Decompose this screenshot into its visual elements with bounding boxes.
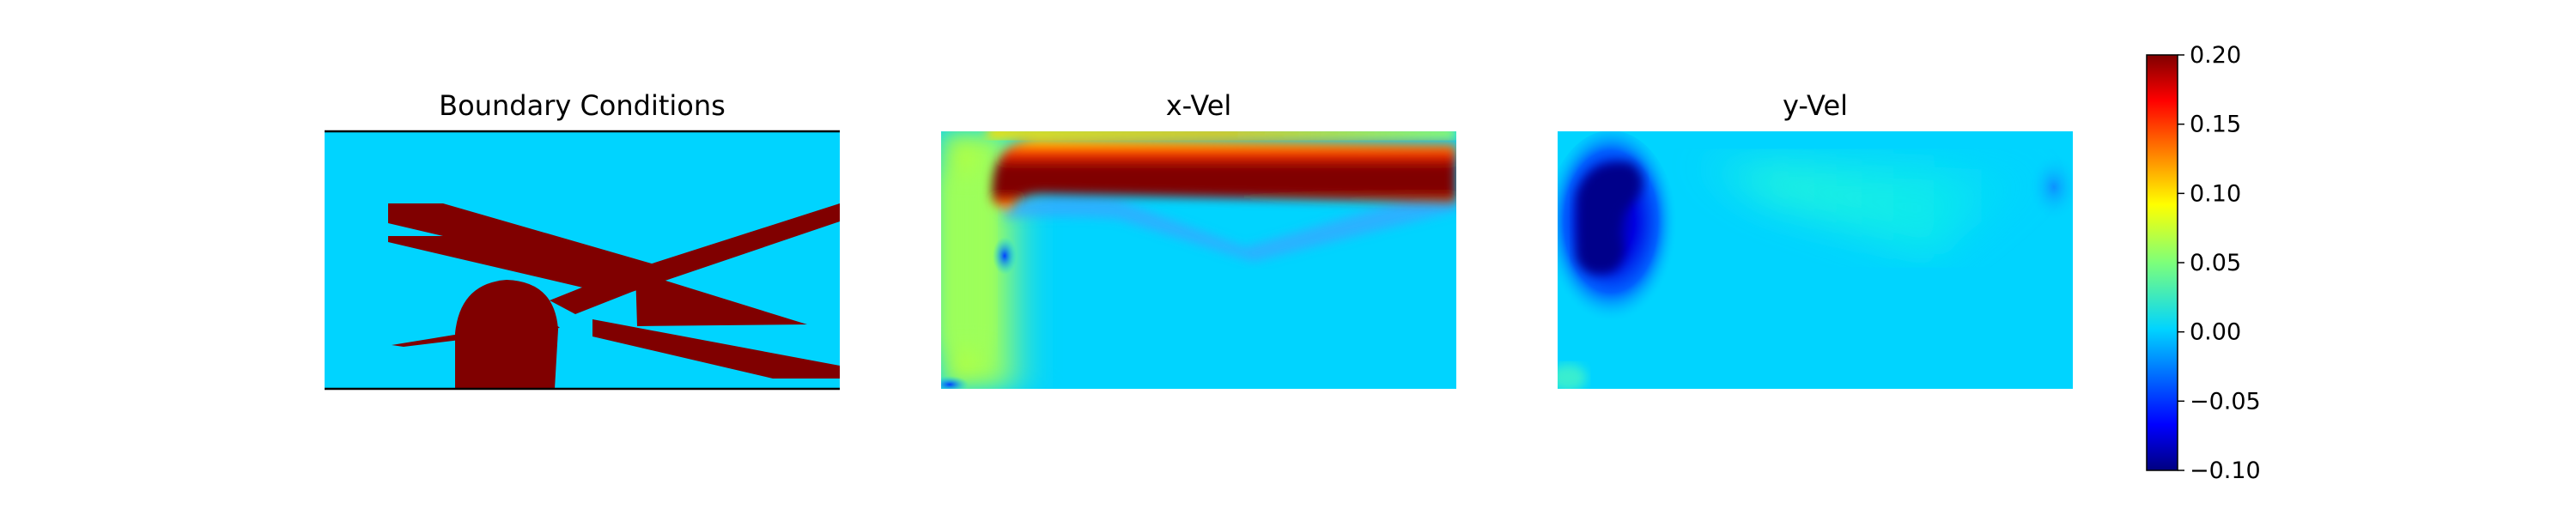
panel-title-boundary-conditions: Boundary Conditions [439, 89, 726, 122]
panel-title-y-vel: y-Vel [1783, 89, 1848, 122]
xvel-top-edge [987, 131, 1456, 139]
colorbar-tick-label: 0.10 [2190, 180, 2241, 207]
colorbar: 0.20 0.15 0.10 0.05 0.00 −0.05 −0.10 [2146, 42, 2261, 484]
colorbar-gradient [2146, 54, 2178, 471]
colorbar-tick-label: 0.15 [2190, 112, 2241, 138]
bc-obstacle-bar-bottom-right [592, 319, 840, 379]
panel-boundary-conditions: Boundary Conditions [325, 89, 840, 391]
colorbar-tick-label: −0.10 [2190, 457, 2261, 484]
xvel-jet [992, 137, 1456, 213]
yvel-negative-core [1577, 161, 1643, 275]
bc-obstacle-bar-upper-left [388, 203, 678, 292]
colorbar-tick-label: 0.00 [2190, 319, 2241, 346]
colorbar-tick-label: 0.05 [2190, 250, 2241, 276]
panel-x-vel: x-Vel [941, 89, 1456, 389]
xvel-left-flow-strip [941, 172, 993, 352]
yvel-positive-band [1683, 159, 2052, 258]
bc-obstacle-bar-lower-right [635, 271, 807, 326]
colorbar-tick-label: 0.20 [2190, 42, 2241, 69]
xvel-swirl [993, 237, 1017, 275]
bc-obstacles [388, 203, 840, 389]
colorbar-ticks: 0.20 0.15 0.10 0.05 0.00 −0.05 −0.10 [2178, 42, 2261, 484]
xvel-bottom-left-blue [941, 376, 969, 389]
bc-obstacle-rounded-block [455, 280, 558, 389]
panel-title-x-vel: x-Vel [1166, 89, 1232, 122]
panel-y-vel: y-Vel [1558, 89, 2073, 389]
xvel-shear-band [1005, 197, 1456, 262]
yvel-bottom-left-spot [1558, 364, 1587, 389]
colorbar-tick-label: −0.05 [2190, 388, 2261, 415]
yvel-right-spot [2028, 153, 2073, 221]
bc-obstacle-bar-upper-right [550, 203, 840, 314]
